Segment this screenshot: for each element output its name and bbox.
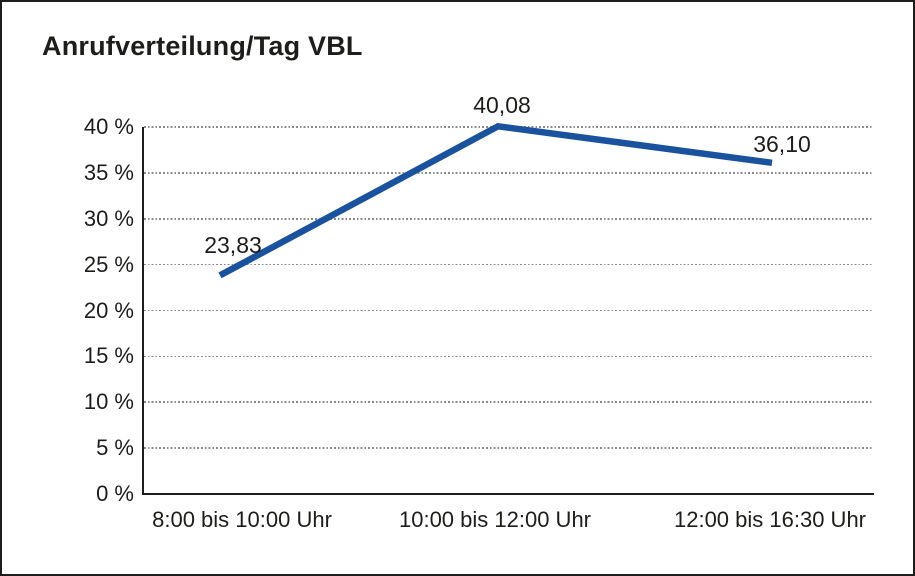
x-axis-line: [142, 493, 874, 495]
x-axis-label: 8:00 bis 10:00 Uhr: [152, 507, 332, 532]
y-tick-label: 10 %: [83, 389, 134, 415]
data-point-label: 23,83: [204, 232, 262, 259]
grid-line: [144, 309, 872, 312]
x-axis-label: 12:00 bis 16:30 Uhr: [673, 507, 867, 532]
y-axis-line: [142, 127, 144, 495]
y-tick-label: 30 %: [83, 205, 134, 231]
y-tick-label: 20 %: [83, 297, 134, 323]
data-point-label: 36,10: [753, 130, 811, 157]
grid-line: [144, 172, 872, 174]
y-tick-label: 15 %: [83, 343, 134, 369]
y-tick-label: 25 %: [83, 251, 134, 277]
x-axis-label: 10:00 bis 12:00 Uhr: [398, 507, 592, 532]
y-tick-label: 35 %: [83, 159, 134, 185]
chart-title: Anrufverteilung/Tag VBL: [42, 31, 363, 61]
grid-line: [144, 355, 872, 358]
data-point-label: 40,08: [473, 92, 531, 119]
y-tick-label: 0 %: [96, 481, 134, 506]
y-tick-label: 5 %: [96, 435, 134, 461]
grid-line: [144, 263, 872, 266]
y-tick-label: 40 %: [83, 114, 134, 139]
series-line-path: [218, 122, 773, 279]
grid-line: [144, 401, 872, 404]
grid-line: [144, 126, 872, 128]
grid-line: [144, 447, 872, 449]
grid-line: [144, 217, 872, 220]
